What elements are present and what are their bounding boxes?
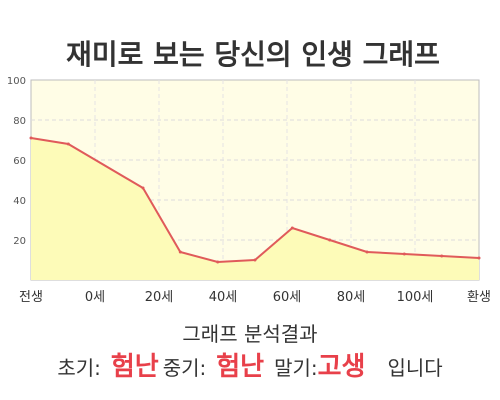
y-tick-label: 80	[13, 116, 26, 127]
data-point	[66, 142, 70, 146]
mid-value: 험난	[216, 352, 265, 382]
y-axis-ticks: 20 40 60 80 100	[7, 76, 26, 247]
data-point	[178, 250, 182, 254]
data-point	[402, 252, 406, 256]
data-point	[253, 258, 257, 262]
y-tick-label: 100	[7, 76, 26, 87]
result-summary: 초기: 험난 중기: 험난 말기:고생 입니다	[0, 346, 500, 383]
x-tick-label: 20세	[145, 290, 174, 305]
data-point	[477, 256, 481, 260]
x-tick-label: 전생	[19, 290, 43, 305]
y-tick-label: 60	[13, 156, 26, 167]
result-suffix: 입니다	[387, 356, 443, 380]
result-title: 그래프 분석결과	[182, 322, 318, 346]
data-point	[440, 254, 444, 258]
early-label: 초기:	[57, 356, 101, 380]
data-point	[328, 238, 332, 242]
chart-title: 재미로 보는 당신의 인생 그래프	[66, 38, 440, 71]
data-point	[141, 186, 145, 190]
data-point	[29, 136, 33, 140]
data-point	[365, 250, 369, 254]
data-point	[290, 226, 294, 230]
early-value: 험난	[110, 352, 159, 382]
mid-label: 중기:	[162, 356, 207, 380]
x-axis-ticks: 전생 0세 20세 40세 60세 80세 100세 환생	[19, 290, 491, 305]
y-tick-label: 40	[13, 196, 26, 207]
x-tick-label: 환생	[467, 290, 491, 305]
x-tick-label: 40세	[209, 290, 238, 305]
late-label: 말기:	[274, 356, 318, 380]
data-point	[216, 260, 220, 264]
data-points	[29, 136, 481, 264]
x-tick-label: 80세	[337, 290, 366, 305]
x-tick-label: 0세	[85, 290, 105, 305]
late-value: 고생	[317, 352, 366, 382]
area-fill	[31, 138, 479, 280]
x-tick-label: 100세	[397, 290, 434, 305]
y-tick-label: 20	[13, 236, 26, 247]
x-tick-label: 60세	[273, 290, 302, 305]
series-line	[30, 137, 480, 264]
